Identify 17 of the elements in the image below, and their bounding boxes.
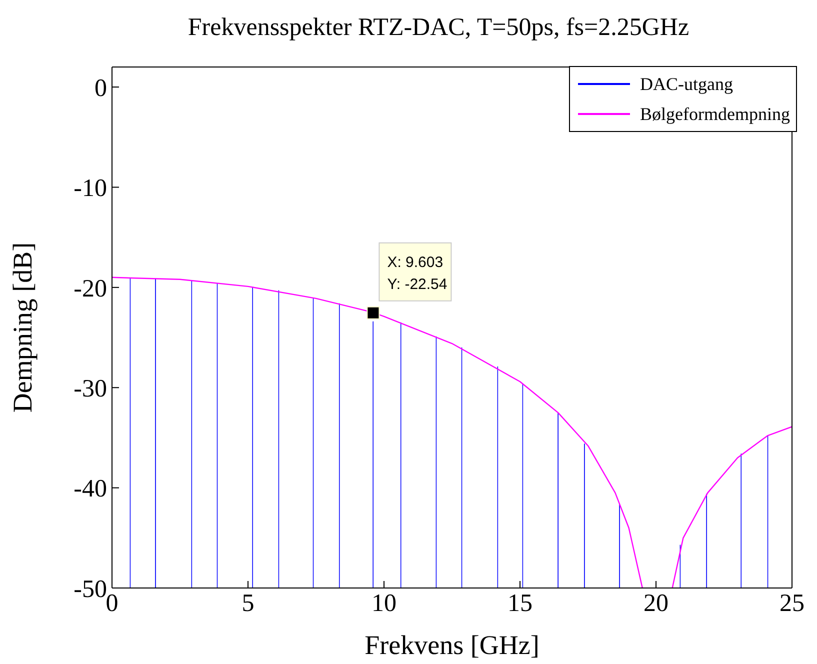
x-tick-label: 20 <box>644 590 668 617</box>
legend-label: DAC-utgang <box>640 74 734 94</box>
chart-title: Frekvensspekter RTZ-DAC, T=50ps, fs=2.25GHz <box>186 13 690 43</box>
y-axis-title: Dempning [dB] <box>8 242 38 413</box>
x-tick-label: 10 <box>372 590 396 617</box>
annotation: X: 9.603 Y: -22.54 <box>387 254 448 293</box>
x-tick-label: 25 <box>780 590 804 617</box>
x-axis-title: Frekvens [GHz] <box>364 630 540 660</box>
y-tick-label: -10 <box>74 175 107 202</box>
legend-label: Bølgeformdempning <box>640 104 790 124</box>
y-tick-label: -40 <box>74 476 107 503</box>
x-tick-label: 5 <box>242 590 254 617</box>
y-tick-label: -20 <box>74 275 107 302</box>
y-tick-label: -30 <box>74 375 107 402</box>
x-tick-label: 15 <box>508 590 532 617</box>
y-tick-label: -50 <box>74 576 107 603</box>
y-tick-label: 0 <box>94 74 107 102</box>
